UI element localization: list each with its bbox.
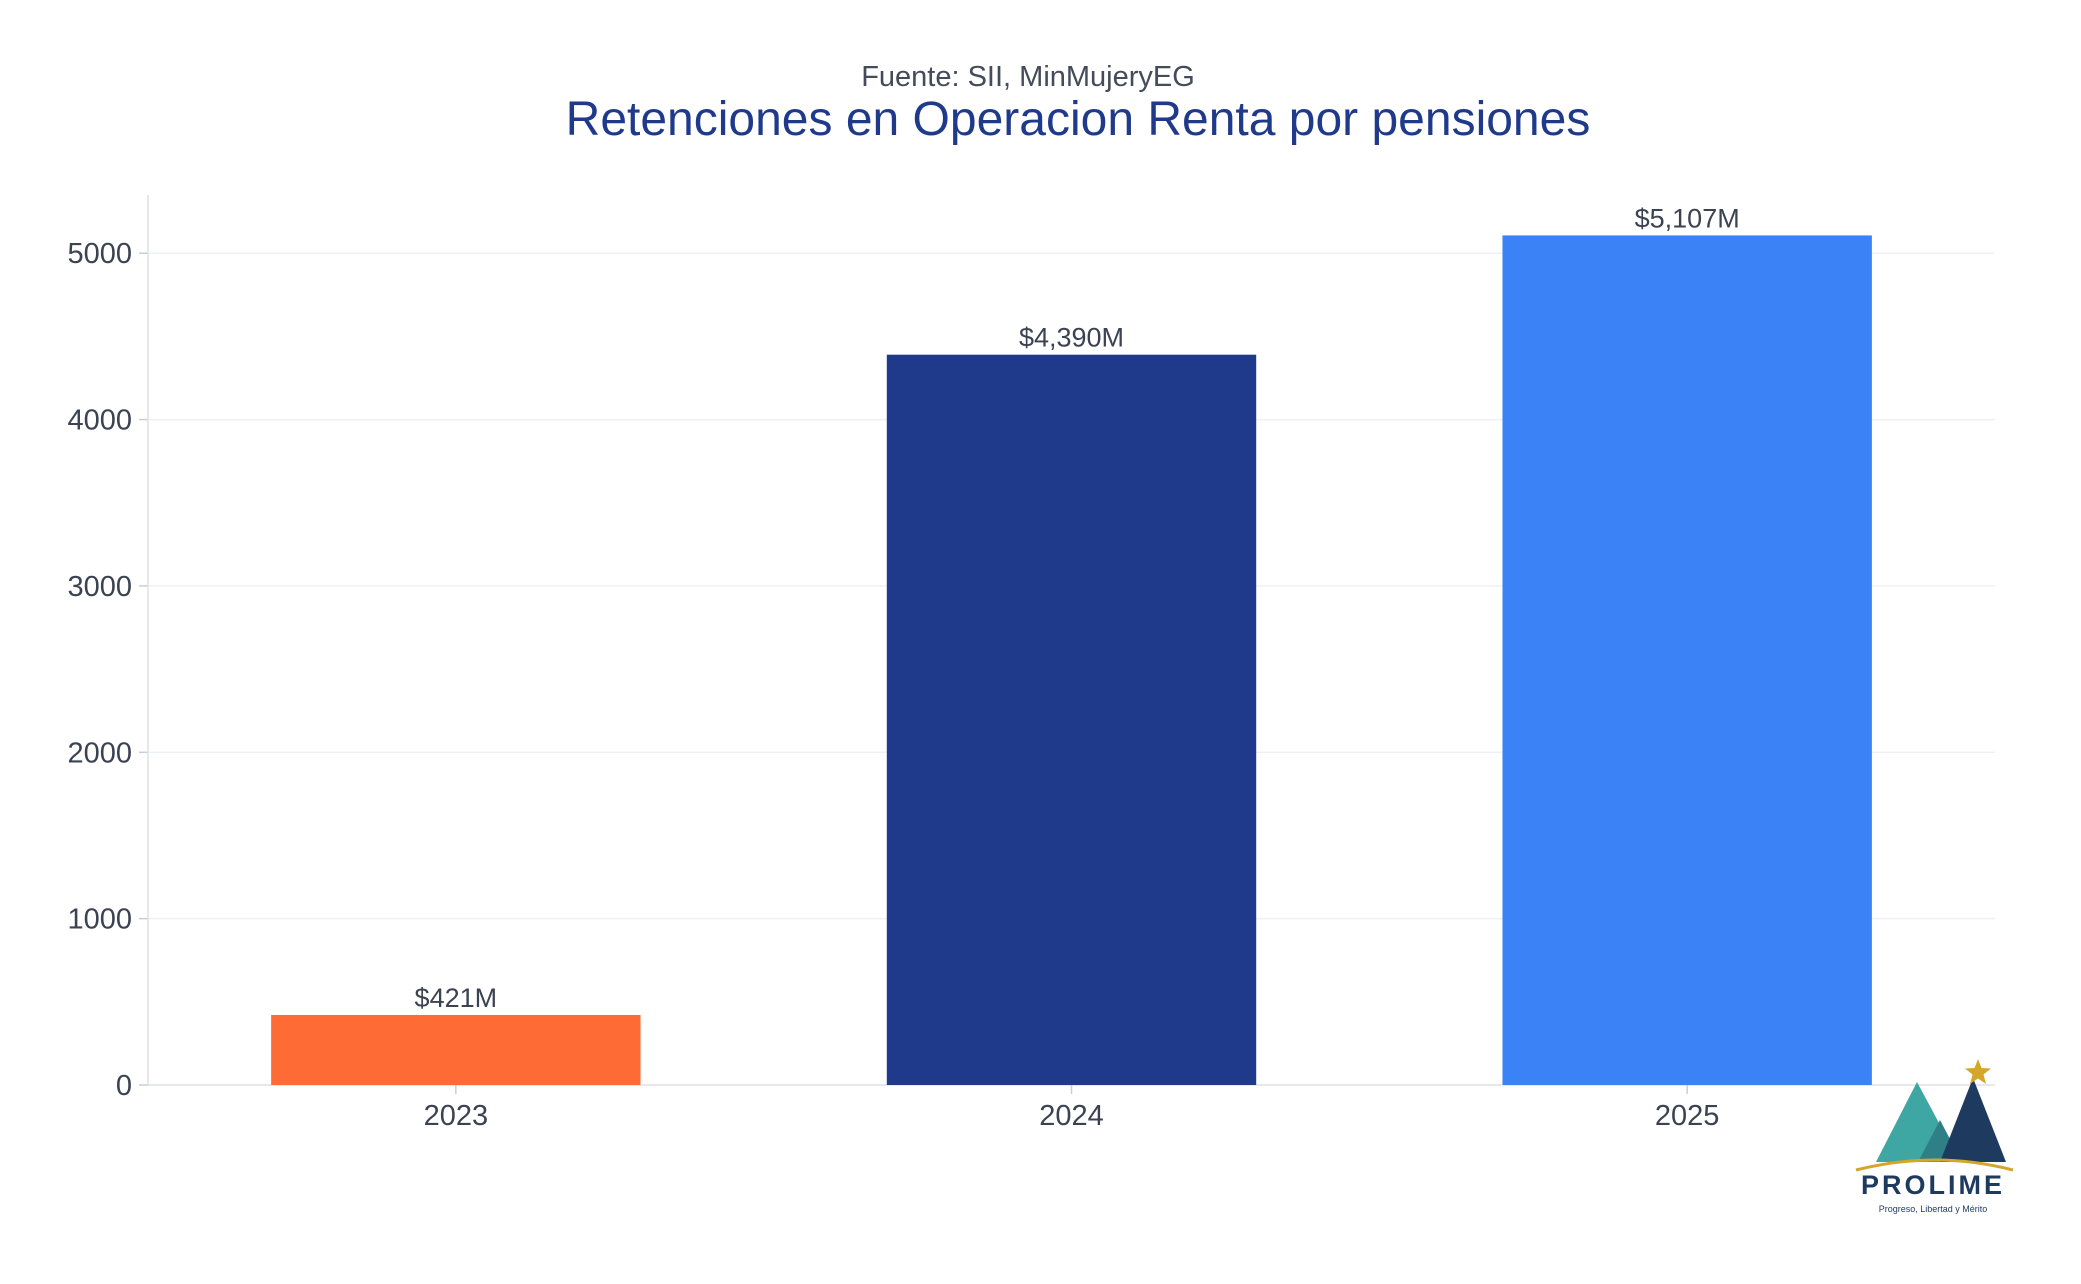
y-tick-label: 1000 bbox=[67, 904, 132, 936]
logo-star bbox=[1965, 1059, 1991, 1084]
data-label-2025: $5,107M bbox=[1635, 203, 1740, 233]
logo-arc bbox=[1855, 1158, 2014, 1172]
data-label-2024: $4,390M bbox=[1019, 323, 1124, 353]
mountain-star-icon bbox=[1855, 1059, 2014, 1172]
chart-title: Retenciones en Operacion Renta por pensi… bbox=[566, 93, 1591, 146]
y-tick-label: 4000 bbox=[67, 405, 132, 437]
logo-peak-right bbox=[1940, 1078, 2006, 1162]
prolime-logo: PROLIME Progreso, Libertad y Mérito bbox=[1855, 1059, 2014, 1214]
logo-tagline: Progreso, Libertad y Mérito bbox=[1879, 1204, 1988, 1214]
y-tick-label: 2000 bbox=[67, 737, 132, 769]
y-tick-label: 0 bbox=[116, 1070, 132, 1102]
bar-2024 bbox=[886, 354, 1257, 1085]
y-tick-label: 3000 bbox=[67, 571, 132, 603]
data-label-2023: $421M bbox=[415, 983, 498, 1013]
chart-subtitle: Fuente: SII, MinMujeryEG bbox=[861, 61, 1195, 93]
bar-2025 bbox=[1502, 235, 1872, 1085]
bar-2023 bbox=[271, 1014, 641, 1085]
logo-name: PROLIME bbox=[1861, 1170, 2005, 1200]
data-labels: $421M $4,390M $5,107M bbox=[415, 203, 1740, 1013]
x-tick-label: 2025 bbox=[1655, 1100, 1720, 1132]
y-tick-label: 5000 bbox=[67, 238, 132, 270]
x-tick-label: 2023 bbox=[424, 1100, 489, 1132]
bars bbox=[271, 235, 1872, 1085]
x-tick-label: 2024 bbox=[1039, 1100, 1104, 1132]
